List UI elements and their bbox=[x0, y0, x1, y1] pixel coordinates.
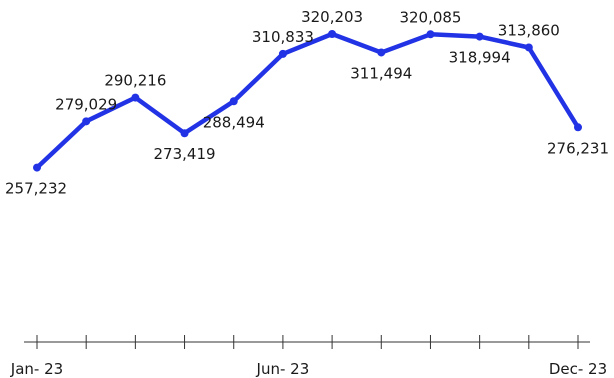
data-label: 311,494 bbox=[350, 64, 412, 82]
data-point bbox=[426, 30, 435, 39]
data-label: 276,231 bbox=[547, 139, 609, 157]
data-points bbox=[33, 30, 582, 172]
data-point bbox=[574, 123, 582, 132]
data-label: 273,419 bbox=[154, 145, 216, 163]
data-point bbox=[33, 163, 41, 172]
data-label: 320,085 bbox=[399, 8, 461, 26]
data-label: 313,860 bbox=[498, 21, 560, 39]
data-label: 318,994 bbox=[449, 49, 511, 67]
data-point bbox=[82, 117, 91, 126]
data-point bbox=[278, 49, 287, 58]
data-label: 257,232 bbox=[5, 180, 67, 198]
data-labels: 257,232 279,029 290,216 273,419 288,494 310,8… bbox=[5, 8, 609, 198]
data-label: 310,833 bbox=[252, 28, 314, 46]
data-label: 288,494 bbox=[203, 113, 265, 131]
data-point bbox=[475, 32, 484, 41]
x-tick-label: Jan- 23 bbox=[10, 360, 63, 378]
series-line-layer bbox=[34, 31, 581, 170]
data-point bbox=[377, 48, 386, 57]
data-label: 290,216 bbox=[104, 72, 166, 90]
x-axis: Jan- 23 Jun- 23 Dec- 23 bbox=[10, 335, 607, 378]
data-point bbox=[328, 30, 337, 38]
x-tick-label: Jun- 23 bbox=[256, 360, 310, 378]
data-label: 320,203 bbox=[301, 8, 363, 26]
data-point bbox=[131, 93, 140, 102]
series-line bbox=[34, 31, 581, 170]
data-point bbox=[524, 43, 533, 52]
data-label: 279,029 bbox=[55, 95, 117, 113]
data-point bbox=[180, 129, 189, 138]
x-tick-label: Dec- 23 bbox=[549, 360, 607, 378]
data-point bbox=[229, 97, 238, 106]
